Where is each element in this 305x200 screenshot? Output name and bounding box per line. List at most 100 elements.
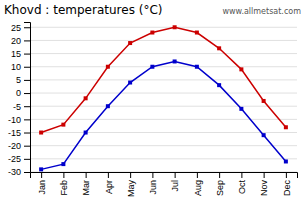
- tick-mark: [152, 172, 153, 178]
- tick-mark: [24, 172, 30, 173]
- tick-mark: [24, 133, 30, 134]
- tick-label: -15: [8, 128, 21, 138]
- tick-mark: [264, 172, 265, 178]
- marker: [239, 67, 243, 71]
- marker: [262, 99, 266, 103]
- marker: [150, 31, 154, 35]
- marker: [239, 107, 243, 111]
- tick-mark: [24, 106, 30, 107]
- x-axis-line: [31, 173, 298, 179]
- tick-mark: [24, 40, 30, 41]
- marker: [284, 159, 288, 163]
- grid-line: [30, 106, 297, 107]
- tick-label: 5: [16, 75, 21, 85]
- tick: Jul: [170, 172, 180, 192]
- tick-label: Jun: [148, 180, 158, 195]
- tick: 0: [16, 88, 30, 98]
- plot: -30 -25 -20 -15 -10 -5 0 5 10 15 20 25 Jan Feb Mar Apr M…: [8, 23, 298, 198]
- tick-label: 25: [11, 23, 21, 33]
- line: [41, 61, 286, 169]
- tick-label: 20: [11, 36, 21, 46]
- tick: -20: [8, 141, 30, 151]
- tick: Mar: [81, 172, 91, 196]
- tick-mark: [241, 172, 242, 178]
- tick: 10: [11, 62, 30, 72]
- tick-label: Feb: [59, 180, 69, 196]
- grid-line: [30, 53, 297, 54]
- tick: Dec: [282, 172, 292, 196]
- marker: [84, 131, 88, 135]
- x-axis: Jan Feb Mar Apr May Jun Jul Aug Sep Oct Nov Dec: [31, 172, 298, 197]
- tick: Oct: [237, 172, 247, 194]
- tick-label: 15: [11, 49, 21, 59]
- marker: [173, 59, 177, 63]
- marker: [61, 162, 65, 166]
- tick-mark: [175, 172, 176, 178]
- title: Khovd : temperatures (°C): [4, 3, 162, 17]
- tick: -5: [13, 102, 30, 112]
- chart: -30 -25 -20 -15 -10 -5 0 5 10 15 20 25 Jan Feb Mar Apr M…: [0, 0, 305, 200]
- tick: Apr: [104, 172, 114, 194]
- tick: 20: [11, 36, 30, 46]
- tick-label: -25: [8, 154, 21, 164]
- tick: May: [126, 172, 136, 197]
- tick: -10: [8, 115, 30, 125]
- tick: 15: [11, 49, 30, 59]
- marker: [195, 65, 199, 69]
- marker: [150, 65, 154, 69]
- watermark: www.allmetsat.com: [223, 7, 302, 16]
- tick: Nov: [259, 172, 269, 196]
- tick-label: Nov: [259, 180, 269, 197]
- tick-label: -5: [13, 102, 21, 112]
- tick-mark: [24, 54, 30, 55]
- grid-line: [30, 158, 297, 159]
- y-axis-line: [24, 23, 31, 173]
- tick-label: 0: [16, 88, 21, 98]
- grid-line: [30, 79, 297, 80]
- tick-label: -10: [8, 115, 21, 125]
- tick: 5: [16, 75, 30, 85]
- tick-mark: [130, 172, 131, 178]
- tick: Jun: [148, 172, 158, 195]
- tick-mark: [108, 172, 109, 178]
- tick: Feb: [59, 172, 69, 196]
- grid: [30, 27, 297, 172]
- grid-line: [30, 40, 297, 41]
- tick-mark: [24, 80, 30, 81]
- marker: [128, 41, 132, 45]
- tick: -15: [8, 128, 30, 138]
- tick-mark: [24, 146, 30, 147]
- marker: [173, 25, 177, 29]
- tick: Sep: [215, 172, 225, 196]
- tick: -30: [8, 167, 30, 177]
- tick: 25: [11, 23, 30, 33]
- tick-mark: [286, 172, 287, 178]
- tick-label: Jan: [37, 180, 47, 195]
- tick-mark: [86, 172, 87, 178]
- tick-mark: [219, 172, 220, 178]
- marker: [284, 125, 288, 129]
- tick-label: Aug: [193, 180, 203, 196]
- marker: [262, 133, 266, 137]
- y-axis: -30 -25 -20 -15 -10 -5 0 5 10 15 20 25: [8, 23, 31, 178]
- tick-mark: [24, 159, 30, 160]
- marker: [84, 96, 88, 100]
- tick-label: Jul: [170, 180, 180, 192]
- marker: [106, 104, 110, 108]
- tick-label: Dec: [282, 180, 292, 197]
- grid-line: [30, 145, 297, 146]
- tick-label: -20: [8, 141, 21, 151]
- marker: [217, 46, 221, 50]
- marker: [106, 65, 110, 69]
- tick: Jan: [37, 172, 47, 195]
- tick-mark: [24, 67, 30, 68]
- tick-label: Sep: [215, 180, 225, 196]
- marker: [217, 83, 221, 87]
- marker: [195, 31, 199, 35]
- marker: [39, 167, 43, 171]
- tick-mark: [24, 93, 30, 94]
- grid-line: [30, 119, 297, 120]
- tick-label: Oct: [237, 180, 247, 195]
- marker: [61, 123, 65, 127]
- tick-mark: [24, 119, 30, 120]
